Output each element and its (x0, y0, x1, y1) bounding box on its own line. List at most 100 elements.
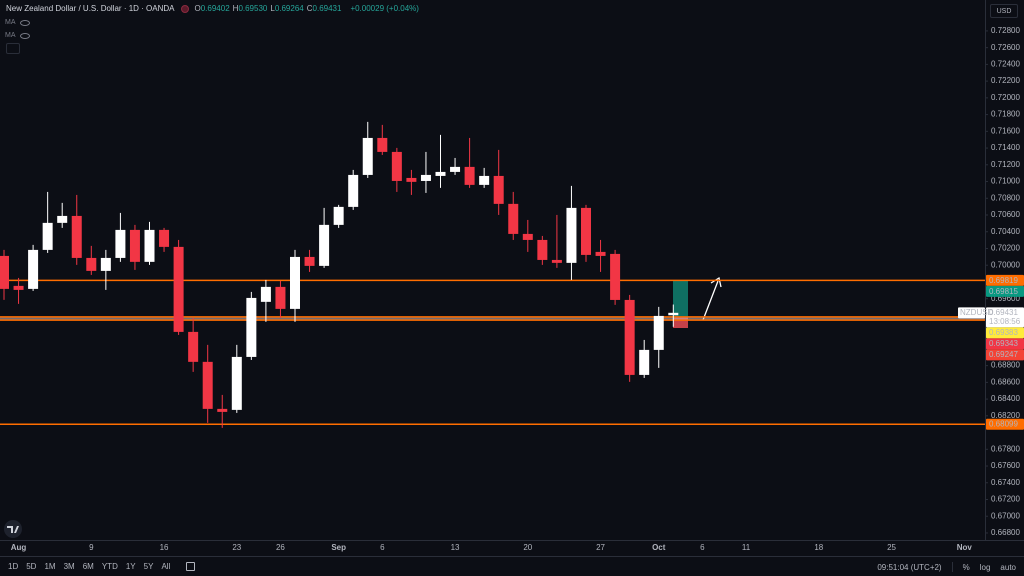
legend-header: New Zealand Dollar / U.S. Dollar · 1D · … (6, 4, 422, 13)
candle-body (159, 229, 170, 247)
candle-body (537, 239, 548, 260)
range-buttons: 1D 5D 1M 3M 6M YTD 1Y 5Y All (8, 562, 196, 571)
candle-body (420, 174, 431, 181)
position-target-zone[interactable] (673, 281, 688, 317)
price-tag: 0.69383 (986, 327, 1024, 339)
scale-option[interactable]: auto (1000, 562, 1016, 572)
range-button[interactable]: 1D (8, 562, 19, 571)
price-tag: 0.69815 (986, 285, 1024, 297)
visibility-icon[interactable] (19, 32, 30, 39)
y-tick-label: 0.67400 (991, 478, 1020, 487)
candle-body (129, 229, 140, 262)
x-tick-label: Oct (652, 543, 666, 552)
price-tag-box (986, 327, 1024, 339)
y-tick-label: 0.70400 (991, 227, 1020, 236)
candle-body (0, 255, 9, 289)
candle-body (217, 408, 228, 412)
candle-body (624, 299, 635, 375)
tradingview-logo (4, 520, 22, 538)
background (0, 0, 1024, 556)
candle-body (115, 229, 126, 258)
candle-body (13, 285, 24, 290)
x-tick-label: Sep (331, 543, 346, 552)
legend-key: H (232, 4, 239, 13)
range-button[interactable]: 1Y (125, 562, 136, 571)
price-tag-box (986, 307, 1024, 328)
range-button[interactable]: 1M (44, 562, 56, 571)
candle-body (348, 174, 359, 207)
candle-body (42, 222, 53, 250)
price-tag-label: 0.68099 (989, 420, 1018, 429)
y-tick-label: 0.67000 (991, 511, 1020, 520)
y-tick-label: 0.68600 (991, 377, 1020, 386)
candle-body (333, 206, 344, 225)
visibility-icon[interactable] (19, 19, 30, 26)
legend-key: O (194, 4, 201, 13)
range-button[interactable]: 5Y (143, 562, 154, 571)
price-tag-label: 0.69815 (989, 287, 1018, 296)
y-tick-label: 0.70000 (991, 260, 1020, 269)
range-button[interactable]: YTD (101, 562, 118, 571)
price-tag: 0.69343 (986, 338, 1024, 350)
symbol-title[interactable]: New Zealand Dollar / U.S. Dollar · 1D · … (6, 4, 175, 13)
price-zone (0, 316, 985, 321)
scale-options: % log auto (963, 563, 1016, 572)
trend-arrow[interactable] (702, 276, 722, 321)
candle-body (246, 297, 257, 357)
price-tag-label: 0.69431 (989, 308, 1018, 317)
candle-body (464, 166, 475, 185)
y-tick-label: 0.72400 (991, 59, 1020, 68)
indicator-name[interactable]: MA (5, 32, 16, 39)
chart: 0.72800 0.72600 0.72400 0.72200 0.72000 0.718… (0, 0, 1024, 556)
y-tick-label: 0.70200 (991, 244, 1020, 253)
candle-body (57, 215, 68, 223)
y-tick-label: 0.67200 (991, 495, 1020, 504)
collapse-button[interactable] (6, 43, 20, 54)
candle-body (450, 166, 461, 172)
x-tick-label: 26 (276, 543, 285, 552)
clock[interactable]: 09:51:04 (UTC+2) (877, 562, 942, 572)
date-range-icon[interactable] (186, 562, 196, 571)
countdown: 13:08:56 (989, 317, 1021, 326)
candle-body (304, 256, 315, 266)
candle-body (290, 256, 300, 309)
candle-body (377, 137, 388, 152)
range-button[interactable]: 3M (63, 562, 75, 571)
candle-body (653, 315, 664, 350)
price-tag: 0.68099 (986, 418, 1024, 430)
y-tick-label: 0.70800 (991, 193, 1020, 202)
indicator-row: MA (5, 29, 30, 42)
currency-button[interactable]: USD (990, 4, 1018, 18)
y-tick-label: 0.72000 (991, 93, 1020, 102)
scale-option[interactable]: % (962, 562, 970, 572)
range-button[interactable]: 6M (82, 562, 94, 571)
scale-option[interactable]: log (979, 562, 991, 572)
price-tag-box (986, 274, 1024, 286)
range-button[interactable]: All (161, 562, 171, 571)
y-tick-label: 0.68400 (991, 394, 1020, 403)
candle-body (522, 233, 533, 240)
y-tick-label: 0.72200 (991, 76, 1020, 85)
candle-body (71, 215, 82, 258)
y-tick-label: 0.71600 (991, 126, 1020, 135)
candle-body (260, 286, 271, 302)
indicator-name[interactable]: MA (5, 19, 16, 26)
range-button[interactable]: 5D (26, 562, 37, 571)
candle-body (406, 177, 417, 182)
position-stop-zone[interactable] (673, 317, 688, 328)
separator (951, 562, 953, 572)
legend-key: C (306, 4, 313, 13)
indicator-row: MA (5, 16, 30, 29)
candle-body (581, 207, 591, 255)
candle-body (173, 246, 184, 332)
legend-value: 0.69402 (200, 4, 230, 13)
candle-body (566, 207, 577, 263)
candle-body (435, 171, 446, 176)
x-tick-label: 20 (523, 543, 532, 552)
toolbar-right: 09:51:04 (UTC+2) % log auto (877, 562, 1016, 572)
indicators: MA MA (5, 16, 30, 42)
legend-key: L (270, 4, 275, 13)
y-tick-label: 0.71800 (991, 110, 1020, 119)
y-tick-label: 0.72800 (991, 26, 1020, 35)
candle-body (319, 224, 330, 266)
